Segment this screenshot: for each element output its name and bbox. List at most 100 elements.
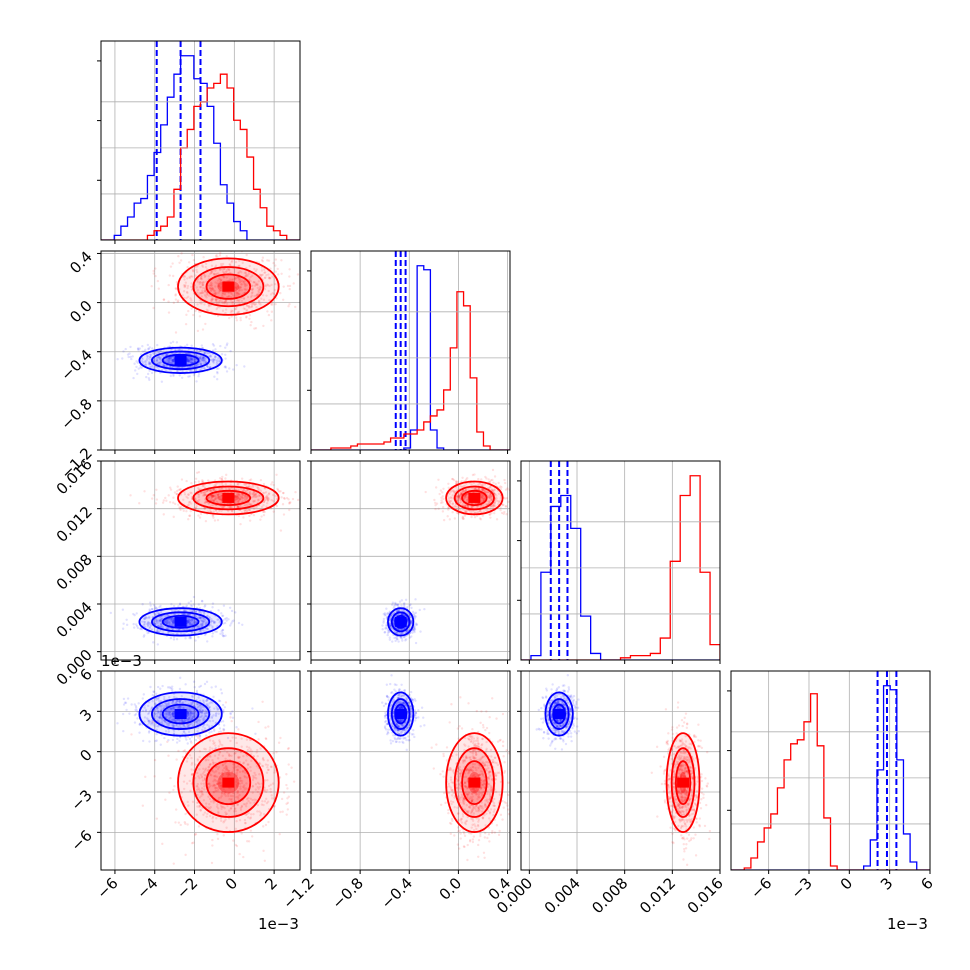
sample-point bbox=[201, 494, 205, 497]
sample-point bbox=[186, 724, 189, 727]
sample-point bbox=[145, 357, 149, 360]
sample-point bbox=[235, 292, 238, 296]
sample-point bbox=[457, 493, 461, 497]
sample-point bbox=[216, 518, 220, 522]
sample-point bbox=[158, 620, 161, 623]
sample-point bbox=[270, 310, 274, 313]
sample-point bbox=[220, 482, 224, 485]
sample-point bbox=[152, 306, 155, 310]
sample-point bbox=[488, 486, 492, 489]
sample-point bbox=[125, 618, 128, 622]
sample-point bbox=[128, 352, 131, 355]
sample-point bbox=[491, 489, 494, 492]
sample-point bbox=[217, 707, 220, 711]
sample-point bbox=[159, 625, 162, 628]
sample-point bbox=[152, 641, 155, 644]
sample-point bbox=[154, 502, 158, 505]
sample-point bbox=[175, 492, 179, 496]
sample-point bbox=[217, 283, 220, 286]
sample-point bbox=[193, 714, 196, 717]
sample-point bbox=[500, 486, 503, 489]
sample-point bbox=[456, 494, 460, 498]
sample-point bbox=[188, 737, 192, 741]
sample-point bbox=[413, 626, 416, 630]
sample-point bbox=[190, 492, 193, 495]
sample-point bbox=[495, 499, 498, 502]
sample-point bbox=[192, 595, 196, 599]
sample-point bbox=[237, 271, 240, 274]
sample-point bbox=[187, 613, 190, 616]
sample-point bbox=[401, 639, 404, 642]
sample-point bbox=[223, 365, 227, 369]
sample-point bbox=[194, 621, 197, 624]
sample-point bbox=[399, 636, 403, 639]
sample-point bbox=[237, 492, 241, 496]
sample-point bbox=[164, 729, 168, 733]
sample-point bbox=[158, 716, 161, 719]
sample-point bbox=[208, 284, 211, 288]
sample-point bbox=[171, 262, 174, 265]
sample-point bbox=[132, 622, 135, 626]
sample-point bbox=[212, 695, 215, 699]
sample-point bbox=[162, 363, 165, 366]
sample-point bbox=[463, 489, 467, 492]
sample-point bbox=[149, 365, 153, 369]
sample-point bbox=[240, 289, 244, 292]
sample-point bbox=[169, 374, 172, 378]
sample-point bbox=[190, 275, 193, 278]
sample-point bbox=[491, 503, 495, 507]
sample-point bbox=[224, 366, 228, 369]
sample-point bbox=[201, 628, 204, 632]
sample-point bbox=[482, 498, 486, 501]
sample-point bbox=[164, 701, 167, 705]
sample-point bbox=[279, 529, 283, 532]
density-peak bbox=[468, 492, 481, 503]
sample-point bbox=[205, 293, 209, 296]
sample-point bbox=[493, 502, 496, 505]
hist-series-1 bbox=[521, 475, 720, 660]
sample-point bbox=[154, 623, 157, 626]
sample-point bbox=[457, 494, 461, 497]
sample-point bbox=[169, 708, 173, 711]
sample-point bbox=[301, 275, 303, 277]
sample-point bbox=[203, 507, 206, 510]
sample-point bbox=[229, 711, 232, 715]
sample-point bbox=[172, 373, 175, 376]
sample-point bbox=[144, 361, 147, 364]
sample-point bbox=[211, 632, 215, 635]
sample-point bbox=[206, 640, 209, 643]
sample-point bbox=[178, 507, 182, 510]
sample-point bbox=[412, 629, 415, 632]
sample-point bbox=[485, 491, 489, 494]
sample-point bbox=[251, 493, 255, 496]
sample-point bbox=[181, 701, 185, 704]
sample-point bbox=[274, 270, 277, 273]
sample-point bbox=[442, 487, 445, 490]
sample-point bbox=[121, 627, 125, 630]
sample-point bbox=[184, 246, 186, 248]
sample-point bbox=[217, 496, 221, 499]
sample-point bbox=[129, 345, 132, 349]
sample-point bbox=[400, 632, 403, 635]
sample-point bbox=[203, 366, 206, 370]
sample-point bbox=[171, 622, 174, 626]
sample-point bbox=[255, 505, 258, 508]
sample-point bbox=[236, 311, 240, 314]
sample-point bbox=[466, 500, 469, 504]
sample-point bbox=[168, 707, 171, 710]
sample-point bbox=[203, 287, 207, 290]
sample-point bbox=[222, 727, 225, 731]
sample-point bbox=[207, 725, 211, 728]
sample-point bbox=[178, 718, 182, 722]
sample-point bbox=[210, 617, 213, 621]
sample-point bbox=[258, 273, 262, 277]
sample-point bbox=[239, 286, 242, 290]
sample-point bbox=[199, 512, 203, 516]
sample-point bbox=[473, 487, 477, 491]
sample-point bbox=[190, 619, 193, 622]
sample-point bbox=[201, 622, 205, 625]
sample-point bbox=[176, 370, 179, 373]
sample-point bbox=[190, 365, 193, 368]
sample-point bbox=[511, 494, 513, 496]
sample-point bbox=[480, 497, 483, 500]
